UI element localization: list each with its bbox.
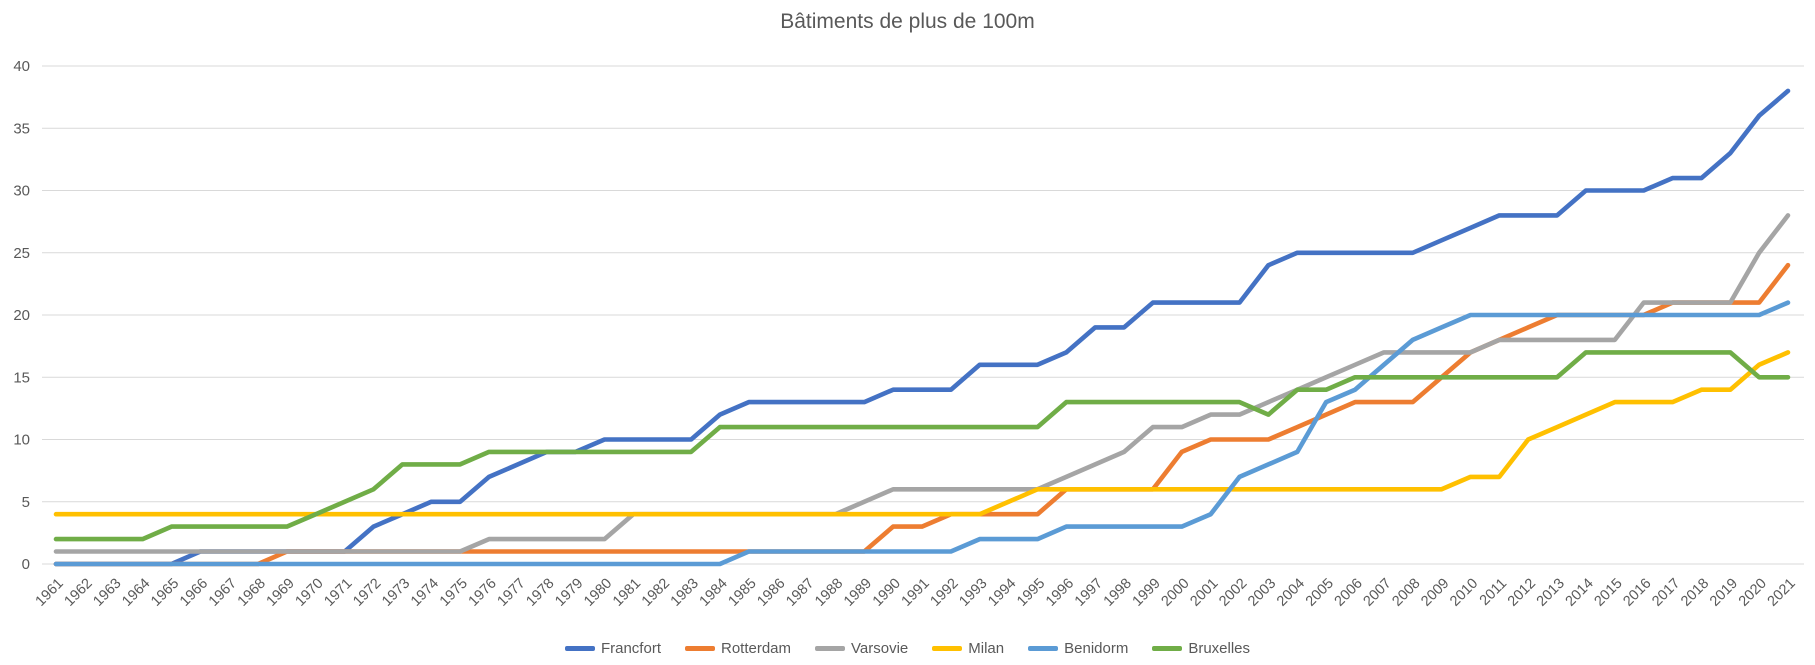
x-tick-label: 1970 [292, 576, 326, 610]
x-tick-label: 2013 [1534, 576, 1568, 610]
x-tick-label: 1971 [321, 576, 355, 610]
x-tick-label: 1998 [1101, 576, 1135, 610]
x-tick-label: 1990 [870, 576, 904, 610]
legend-label: Francfort [600, 640, 661, 657]
legend-item-milan: Milan [932, 640, 1004, 657]
x-tick-label: 2010 [1447, 576, 1481, 610]
x-tick-label: 1996 [1043, 576, 1077, 610]
x-tick-label: 1973 [379, 576, 413, 610]
x-tick-label: 2021 [1765, 576, 1799, 610]
x-tick-label: 2011 [1477, 576, 1510, 609]
x-tick-label: 1986 [754, 576, 788, 610]
x-tick-label: 1967 [206, 576, 240, 610]
legend-line-icon [1028, 646, 1059, 651]
chart-title: Bâtiments de plus de 100m [780, 10, 1035, 33]
x-tick-label: 1979 [552, 576, 586, 610]
y-tick-label: 5 [22, 494, 30, 511]
x-tick-label: 2004 [1274, 576, 1308, 610]
x-tick-label: 2012 [1505, 576, 1539, 610]
series-line-milan [53, 350, 1791, 517]
x-tick-label: 1997 [1072, 576, 1106, 610]
legend-label: Milan [968, 640, 1005, 657]
x-tick-label: 1984 [697, 576, 731, 610]
legend-line-icon [684, 646, 715, 651]
y-tick-label: 10 [13, 432, 30, 449]
x-tick-label: 2000 [1158, 576, 1192, 610]
legend-item-benidorm: Benidorm [1028, 640, 1128, 657]
x-tick-label: 2001 [1187, 576, 1221, 610]
x-tick-label: 2014 [1563, 576, 1597, 610]
x-tick-label: 1965 [148, 576, 182, 610]
legend-line-icon [815, 646, 846, 651]
x-tick-label: 1999 [1130, 576, 1164, 610]
x-tick-label: 1983 [668, 576, 702, 610]
x-tick-label: 1972 [350, 576, 384, 610]
x-tick-label: 2016 [1620, 576, 1654, 610]
legend-line-icon [564, 646, 595, 651]
legend-line-icon [932, 646, 963, 651]
y-tick-label: 25 [13, 245, 30, 262]
y-tick-label: 0 [22, 556, 30, 573]
y-tick-label: 20 [13, 307, 30, 324]
x-tick-label: 1981 [610, 576, 644, 610]
x-tick-label: 1974 [408, 576, 442, 610]
legend-label: Benidorm [1064, 640, 1129, 657]
x-tick-label: 2017 [1649, 576, 1683, 610]
x-tick-label: 1994 [985, 576, 1019, 610]
x-tick-label: 2008 [1389, 576, 1423, 610]
x-tick-label: 2006 [1332, 576, 1366, 610]
legend-item-francfort: Francfort [564, 640, 661, 657]
y-tick-label: 40 [13, 58, 30, 75]
legend-item-rotterdam: Rotterdam [684, 640, 792, 657]
legend-label: Bruxelles [1188, 640, 1251, 657]
y-tick-label: 15 [13, 369, 30, 386]
x-tick-label: 1978 [523, 576, 557, 610]
x-tick-label: 1966 [177, 576, 211, 610]
chart-legend: Francfort Rotterdam Varsovie Milan Benidorm B… [0, 640, 1815, 657]
x-tick-label: 1961 [33, 576, 67, 610]
legend-label: Varsovie [851, 640, 909, 657]
x-tick-label: 1968 [235, 576, 269, 610]
x-tick-label: 2009 [1418, 576, 1452, 610]
legend-line-icon [1152, 646, 1183, 651]
legend-item-bruxelles: Bruxelles [1152, 640, 1250, 657]
x-tick-label: 1969 [264, 576, 298, 610]
x-tick-label: 2018 [1678, 576, 1712, 610]
x-tick-label: 1963 [90, 576, 124, 610]
series-line-benidorm [53, 300, 1791, 567]
x-tick-label: 1964 [119, 576, 153, 610]
y-axis-labels: 0 5 10 15 20 25 30 35 40 [13, 58, 30, 573]
x-tick-label: 1995 [1014, 576, 1048, 610]
y-tick-label: 30 [13, 183, 30, 200]
x-tick-label: 1987 [783, 576, 817, 610]
x-tick-label: 1977 [495, 576, 529, 610]
x-tick-label: 2003 [1245, 576, 1279, 610]
x-tick-label: 2015 [1591, 576, 1625, 610]
x-tick-label: 1985 [725, 576, 759, 610]
legend-item-varsovie: Varsovie [815, 640, 908, 657]
x-tick-label: 1982 [639, 576, 673, 610]
x-tick-label: 1975 [437, 576, 471, 610]
x-tick-label: 2020 [1736, 576, 1770, 610]
x-tick-label: 1992 [928, 576, 962, 610]
y-tick-label: 35 [13, 120, 30, 137]
x-axis-labels: 1961196219631964196519661967196819691970… [33, 576, 1799, 610]
series-line-rotterdam [53, 262, 1791, 567]
x-tick-label: 1989 [841, 576, 875, 610]
legend-label: Rotterdam [720, 640, 792, 657]
x-tick-label: 2019 [1707, 576, 1741, 610]
x-tick-label: 1991 [899, 576, 933, 610]
x-tick-label: 2007 [1361, 576, 1395, 610]
x-tick-label: 1988 [812, 576, 846, 610]
x-tick-label: 1993 [956, 576, 990, 610]
series-line-varsovie [53, 213, 1791, 554]
x-tick-label: 1962 [62, 576, 96, 610]
x-tick-label: 2002 [1216, 576, 1250, 610]
series-line-bruxelles [53, 350, 1791, 542]
x-tick-label: 1976 [466, 576, 500, 610]
x-tick-label: 1980 [581, 576, 615, 610]
x-tick-label: 2005 [1303, 576, 1337, 610]
